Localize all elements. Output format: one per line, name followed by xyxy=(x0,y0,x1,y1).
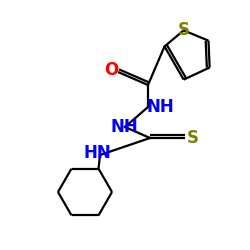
Text: HN: HN xyxy=(83,144,111,162)
Text: S: S xyxy=(187,129,199,147)
Text: O: O xyxy=(104,61,118,79)
Text: NH: NH xyxy=(146,98,174,116)
Text: S: S xyxy=(178,22,190,40)
Text: NH: NH xyxy=(110,118,138,136)
